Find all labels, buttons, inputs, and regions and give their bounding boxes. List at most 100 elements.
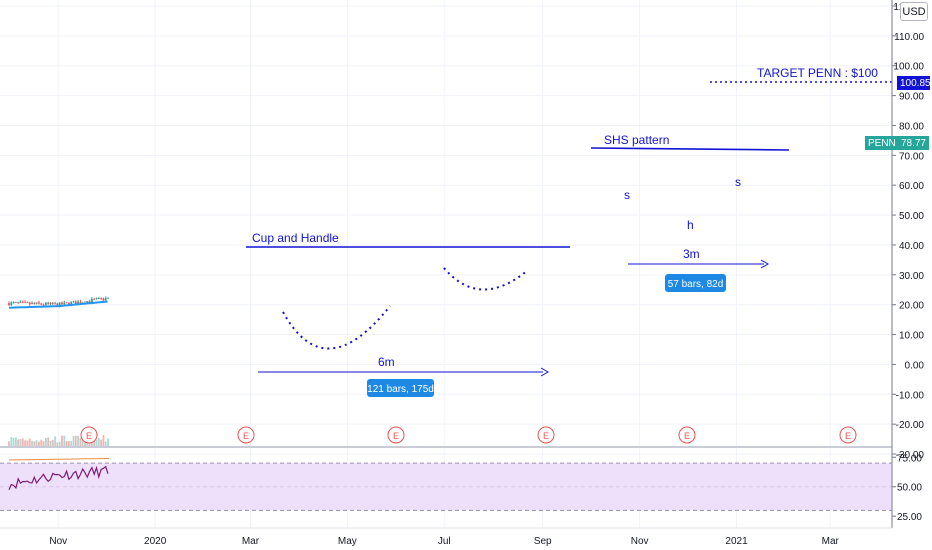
earnings-marker-icon [387,426,405,444]
volume-bar [17,439,20,446]
volume-bar [24,440,27,446]
candle-body [56,303,59,307]
candle-body [107,297,109,299]
candle-body [86,301,89,304]
candle-body [77,301,79,305]
volume-bar [44,437,47,446]
drawings[interactable] [246,81,892,377]
target-label[interactable]: TARGET PENN : $100 [757,66,878,80]
volume-bar [8,441,10,446]
ticker-price-badge: PENN 78.77 [865,136,929,150]
price-tick-label: 30.00 [899,271,924,282]
candle-body [70,302,73,306]
candle-body [91,298,93,303]
volume-bar [54,436,56,446]
cup-curve [282,305,391,350]
candle-body [74,301,77,305]
candle-body [67,302,70,306]
candle-body [40,303,43,305]
time-tick-label: Sep [534,536,552,547]
price-tick-label: 50.00 [899,211,924,222]
volume-bar [21,438,24,446]
rsi-axis[interactable]: 75.00 50.00 25.00 [892,453,922,523]
volume-bar [42,441,45,446]
price-tick-label: 60.00 [899,181,924,192]
target-price-badge: 100.85 [897,76,931,90]
candle-body [17,302,20,303]
volume-bar [63,435,66,446]
candle-body [49,302,52,304]
volume-bar [26,440,29,446]
earnings-marker-icon [678,426,696,444]
time-axis[interactable]: Nov 2020 Mar May Jul Sep Nov 2021 Mar [49,536,839,547]
volume-bars [8,435,109,446]
candle-body [88,301,91,303]
candle-body [44,302,47,305]
volume-bar [72,435,75,446]
volume-bar [79,437,82,446]
time-tick-label: Mar [822,536,840,547]
time-tick-label: Mar [242,536,260,547]
candle-body [35,302,38,304]
volume-bar [33,441,36,446]
range-3m-arrowhead [760,259,770,269]
candle-body [12,302,15,304]
volume-bar [56,442,59,446]
rsi-tick-label: 75.00 [897,453,922,464]
price-tick-label: -10.00 [896,390,925,401]
price-tick-label: 90.00 [899,92,924,103]
candle-body [97,297,100,299]
volume-bar [35,440,38,446]
shs-pattern-label[interactable]: SHS pattern [604,133,669,147]
range-6m-label[interactable]: 6m [378,355,395,369]
range-6m-info: 121 bars, 175d [367,384,434,395]
earnings-marker-icon [80,426,98,444]
ticker-price: 78.77 [900,137,926,149]
ticker-symbol: PENN [868,137,896,149]
volume-bar [74,435,77,446]
moving-average-line [8,300,108,309]
price-tick-label: 70.00 [899,151,924,162]
volume-bar [19,438,22,446]
volume-bar [61,435,63,446]
range-6m-info-box [367,379,434,397]
volume-bar [47,437,50,446]
candle-body [10,302,13,306]
candle-body [102,298,105,301]
rsi-tick-label: 25.00 [897,512,922,523]
candle-body [51,302,54,305]
earnings-marker-label: E [86,431,92,441]
candle-body [19,301,22,303]
volume-bar [81,438,84,446]
range-6m-arrowhead [540,367,550,377]
range-3m-info-box [665,274,726,292]
candle-body [72,301,75,303]
volume-bar [97,438,100,446]
cup-handle-label[interactable]: Cup and Handle [252,231,339,245]
candle-body [54,303,56,305]
range-3m-info: 57 bars, 82d [668,279,724,290]
earnings-marker-label: E [543,431,549,441]
volume-bar [88,442,91,446]
volume-bar [40,439,43,446]
candle-body [42,304,45,306]
volume-bar [58,441,61,446]
candle-body [26,302,29,303]
volume-bar [95,439,98,446]
volume-bar [77,435,79,446]
price-tick-label: -30.00 [896,450,925,461]
volume-bar [51,439,54,446]
head-label: h [687,218,694,232]
range-3m-label[interactable]: 3m [683,247,700,261]
earnings-marker-label: E [393,431,399,441]
volume-bar [38,441,40,446]
candle-body [31,303,33,305]
time-tick-label: Jul [438,536,451,547]
currency-label[interactable]: USD [900,2,928,21]
candle-body [63,302,66,305]
volume-bar [49,440,52,446]
price-tick-label: 110.00 [894,32,924,43]
time-tick-label: 2021 [725,536,748,547]
